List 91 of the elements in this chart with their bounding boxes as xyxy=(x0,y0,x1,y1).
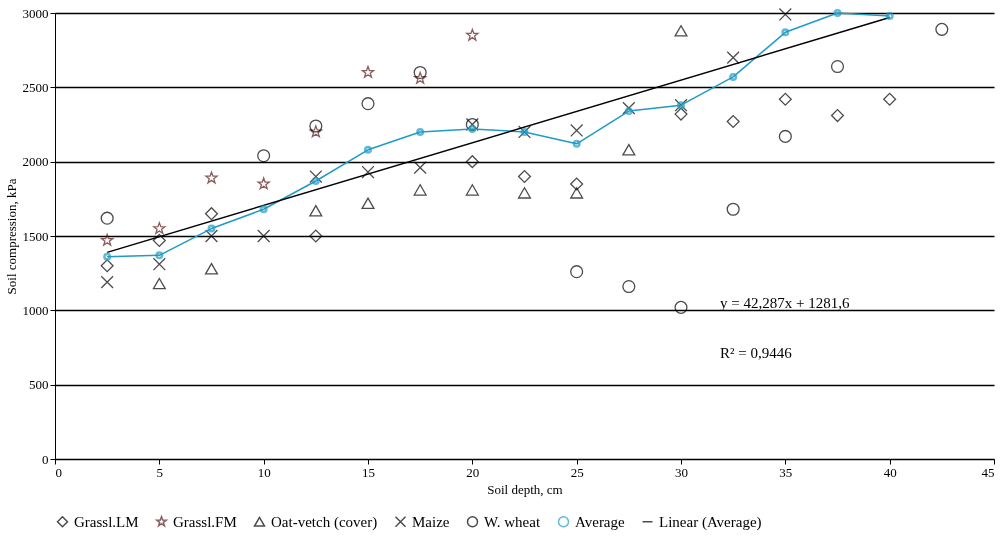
point xyxy=(833,9,842,17)
point xyxy=(207,224,216,233)
point xyxy=(100,259,114,273)
legend-label: W. wheat xyxy=(484,513,541,530)
point xyxy=(517,187,532,199)
point xyxy=(726,51,740,65)
y-tick-label: 3000 xyxy=(22,5,49,21)
point xyxy=(778,7,792,22)
legend-label: Oat-vetch (cover) xyxy=(271,513,378,531)
point xyxy=(416,127,425,136)
annotation: R² = 0,9446 xyxy=(720,345,793,361)
point xyxy=(570,123,584,138)
point xyxy=(309,204,323,217)
point xyxy=(259,205,268,214)
x-tick-label: 35 xyxy=(779,464,793,480)
x-tick-label: 25 xyxy=(570,464,584,480)
point xyxy=(257,149,271,163)
point xyxy=(152,277,166,290)
point xyxy=(622,144,636,156)
point xyxy=(204,207,219,221)
point xyxy=(517,169,532,184)
y-tick-label: 1000 xyxy=(22,302,49,318)
point xyxy=(674,300,688,314)
point xyxy=(413,184,427,196)
point xyxy=(257,229,271,243)
point xyxy=(781,28,790,37)
x-tick-label: 0 xyxy=(55,464,62,480)
y-tick-label: 2500 xyxy=(22,79,49,95)
point xyxy=(413,161,427,175)
point xyxy=(465,155,479,169)
legend-label: Linear (Average) xyxy=(659,513,762,531)
y-axis-title: Soil compression, kPa xyxy=(3,178,19,295)
point xyxy=(153,222,166,235)
point xyxy=(726,114,740,129)
point xyxy=(361,197,375,210)
point xyxy=(100,211,114,225)
point xyxy=(726,202,740,216)
x-tick-label: 45 xyxy=(981,464,995,480)
point xyxy=(830,59,845,74)
point xyxy=(152,257,166,271)
point xyxy=(622,101,636,115)
x-axis-title: Soil depth, cm xyxy=(487,481,563,497)
point xyxy=(570,177,584,191)
point xyxy=(572,139,581,148)
x-tick-label: 30 xyxy=(675,464,688,480)
point xyxy=(570,187,584,199)
y-tick-label: 1500 xyxy=(22,228,49,244)
point xyxy=(570,265,584,279)
point xyxy=(830,109,845,123)
point xyxy=(624,107,633,116)
point xyxy=(311,177,320,185)
point xyxy=(361,97,375,111)
point xyxy=(257,177,270,190)
x-tick-label: 15 xyxy=(362,464,375,480)
point xyxy=(204,229,219,243)
point xyxy=(935,22,949,36)
point xyxy=(465,184,479,196)
point xyxy=(155,251,164,260)
legend-label: Average xyxy=(575,513,626,530)
point xyxy=(622,279,636,294)
point xyxy=(205,171,218,184)
point xyxy=(100,275,114,289)
point xyxy=(778,92,792,106)
point xyxy=(204,262,219,275)
point xyxy=(883,92,897,106)
y-tick-label: 500 xyxy=(29,377,49,393)
point xyxy=(309,125,323,138)
y-tick-label: 2000 xyxy=(22,154,49,170)
point xyxy=(361,165,375,179)
point xyxy=(364,145,372,154)
point xyxy=(309,119,323,133)
point xyxy=(100,233,114,246)
point xyxy=(466,28,479,41)
point xyxy=(778,129,792,143)
x-tick-label: 20 xyxy=(466,464,480,480)
x-tick-label: 5 xyxy=(156,464,164,480)
legend-label: Grassl.FM xyxy=(173,513,237,530)
x-tick-label: 10 xyxy=(257,464,271,480)
legend-label: Maize xyxy=(412,513,450,530)
y-tick-label: 0 xyxy=(42,451,49,467)
point xyxy=(729,72,738,81)
point xyxy=(413,71,427,84)
point xyxy=(674,25,688,37)
x-tick-label: 40 xyxy=(883,464,897,480)
point xyxy=(152,233,166,248)
legend-label: Grassl.LM xyxy=(74,513,139,530)
point xyxy=(309,169,323,184)
point xyxy=(413,65,427,80)
point xyxy=(361,65,375,78)
point xyxy=(309,229,323,243)
point xyxy=(674,107,688,121)
